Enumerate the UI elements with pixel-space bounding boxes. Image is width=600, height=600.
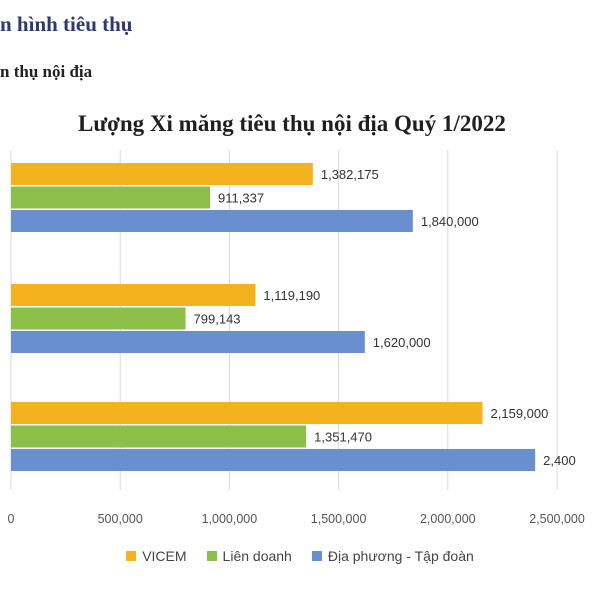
legend-label: VICEM: [142, 548, 187, 564]
x-tick-label: 2,500,000: [529, 512, 585, 526]
bar: [11, 163, 313, 185]
data-label: 1,620,000: [373, 335, 431, 350]
legend-item: Liên doanh: [206, 548, 292, 564]
bar: [11, 284, 256, 306]
legend-item: VICEM: [126, 548, 187, 564]
data-label: 2,400: [543, 453, 576, 468]
bar: [11, 425, 307, 448]
data-label: 1,382,175: [321, 167, 379, 182]
section-heading: n hình tiêu thụ: [0, 12, 133, 36]
x-tick-label: 0: [8, 512, 15, 526]
x-tick-label: 1,000,000: [202, 512, 258, 526]
legend-item: Địa phương - Tập đoàn: [311, 548, 474, 564]
bar: [11, 331, 365, 353]
legend-swatch: [126, 551, 137, 561]
sub-heading: n thụ nội địa: [0, 62, 93, 81]
legend-swatch: [206, 551, 217, 561]
x-tick-label: 500,000: [98, 512, 143, 526]
chart-title: Lượng Xi măng tiêu thụ nội địa Quý 1/202…: [78, 111, 506, 136]
data-label: 2,159,000: [491, 406, 549, 421]
data-label: 799,143: [194, 312, 241, 327]
data-label: 1,840,000: [421, 214, 479, 229]
data-label: 1,351,470: [314, 430, 372, 445]
bar: [11, 186, 211, 209]
bar: [11, 449, 536, 471]
bar: [11, 307, 186, 330]
legend-label: Liên doanh: [222, 548, 292, 564]
x-tick-label: 2,000,000: [420, 512, 476, 526]
legend-swatch: [311, 551, 322, 561]
data-label: 911,337: [218, 191, 264, 206]
data-label: 1,119,190: [263, 288, 320, 303]
bar: [11, 210, 413, 232]
chart-legend: VICEM Liên doanh Địa phương - Tập đoàn: [0, 548, 600, 564]
bar: [11, 402, 483, 424]
legend-label: Địa phương - Tập đoàn: [327, 548, 474, 564]
x-tick-label: 1,500,000: [311, 512, 367, 526]
